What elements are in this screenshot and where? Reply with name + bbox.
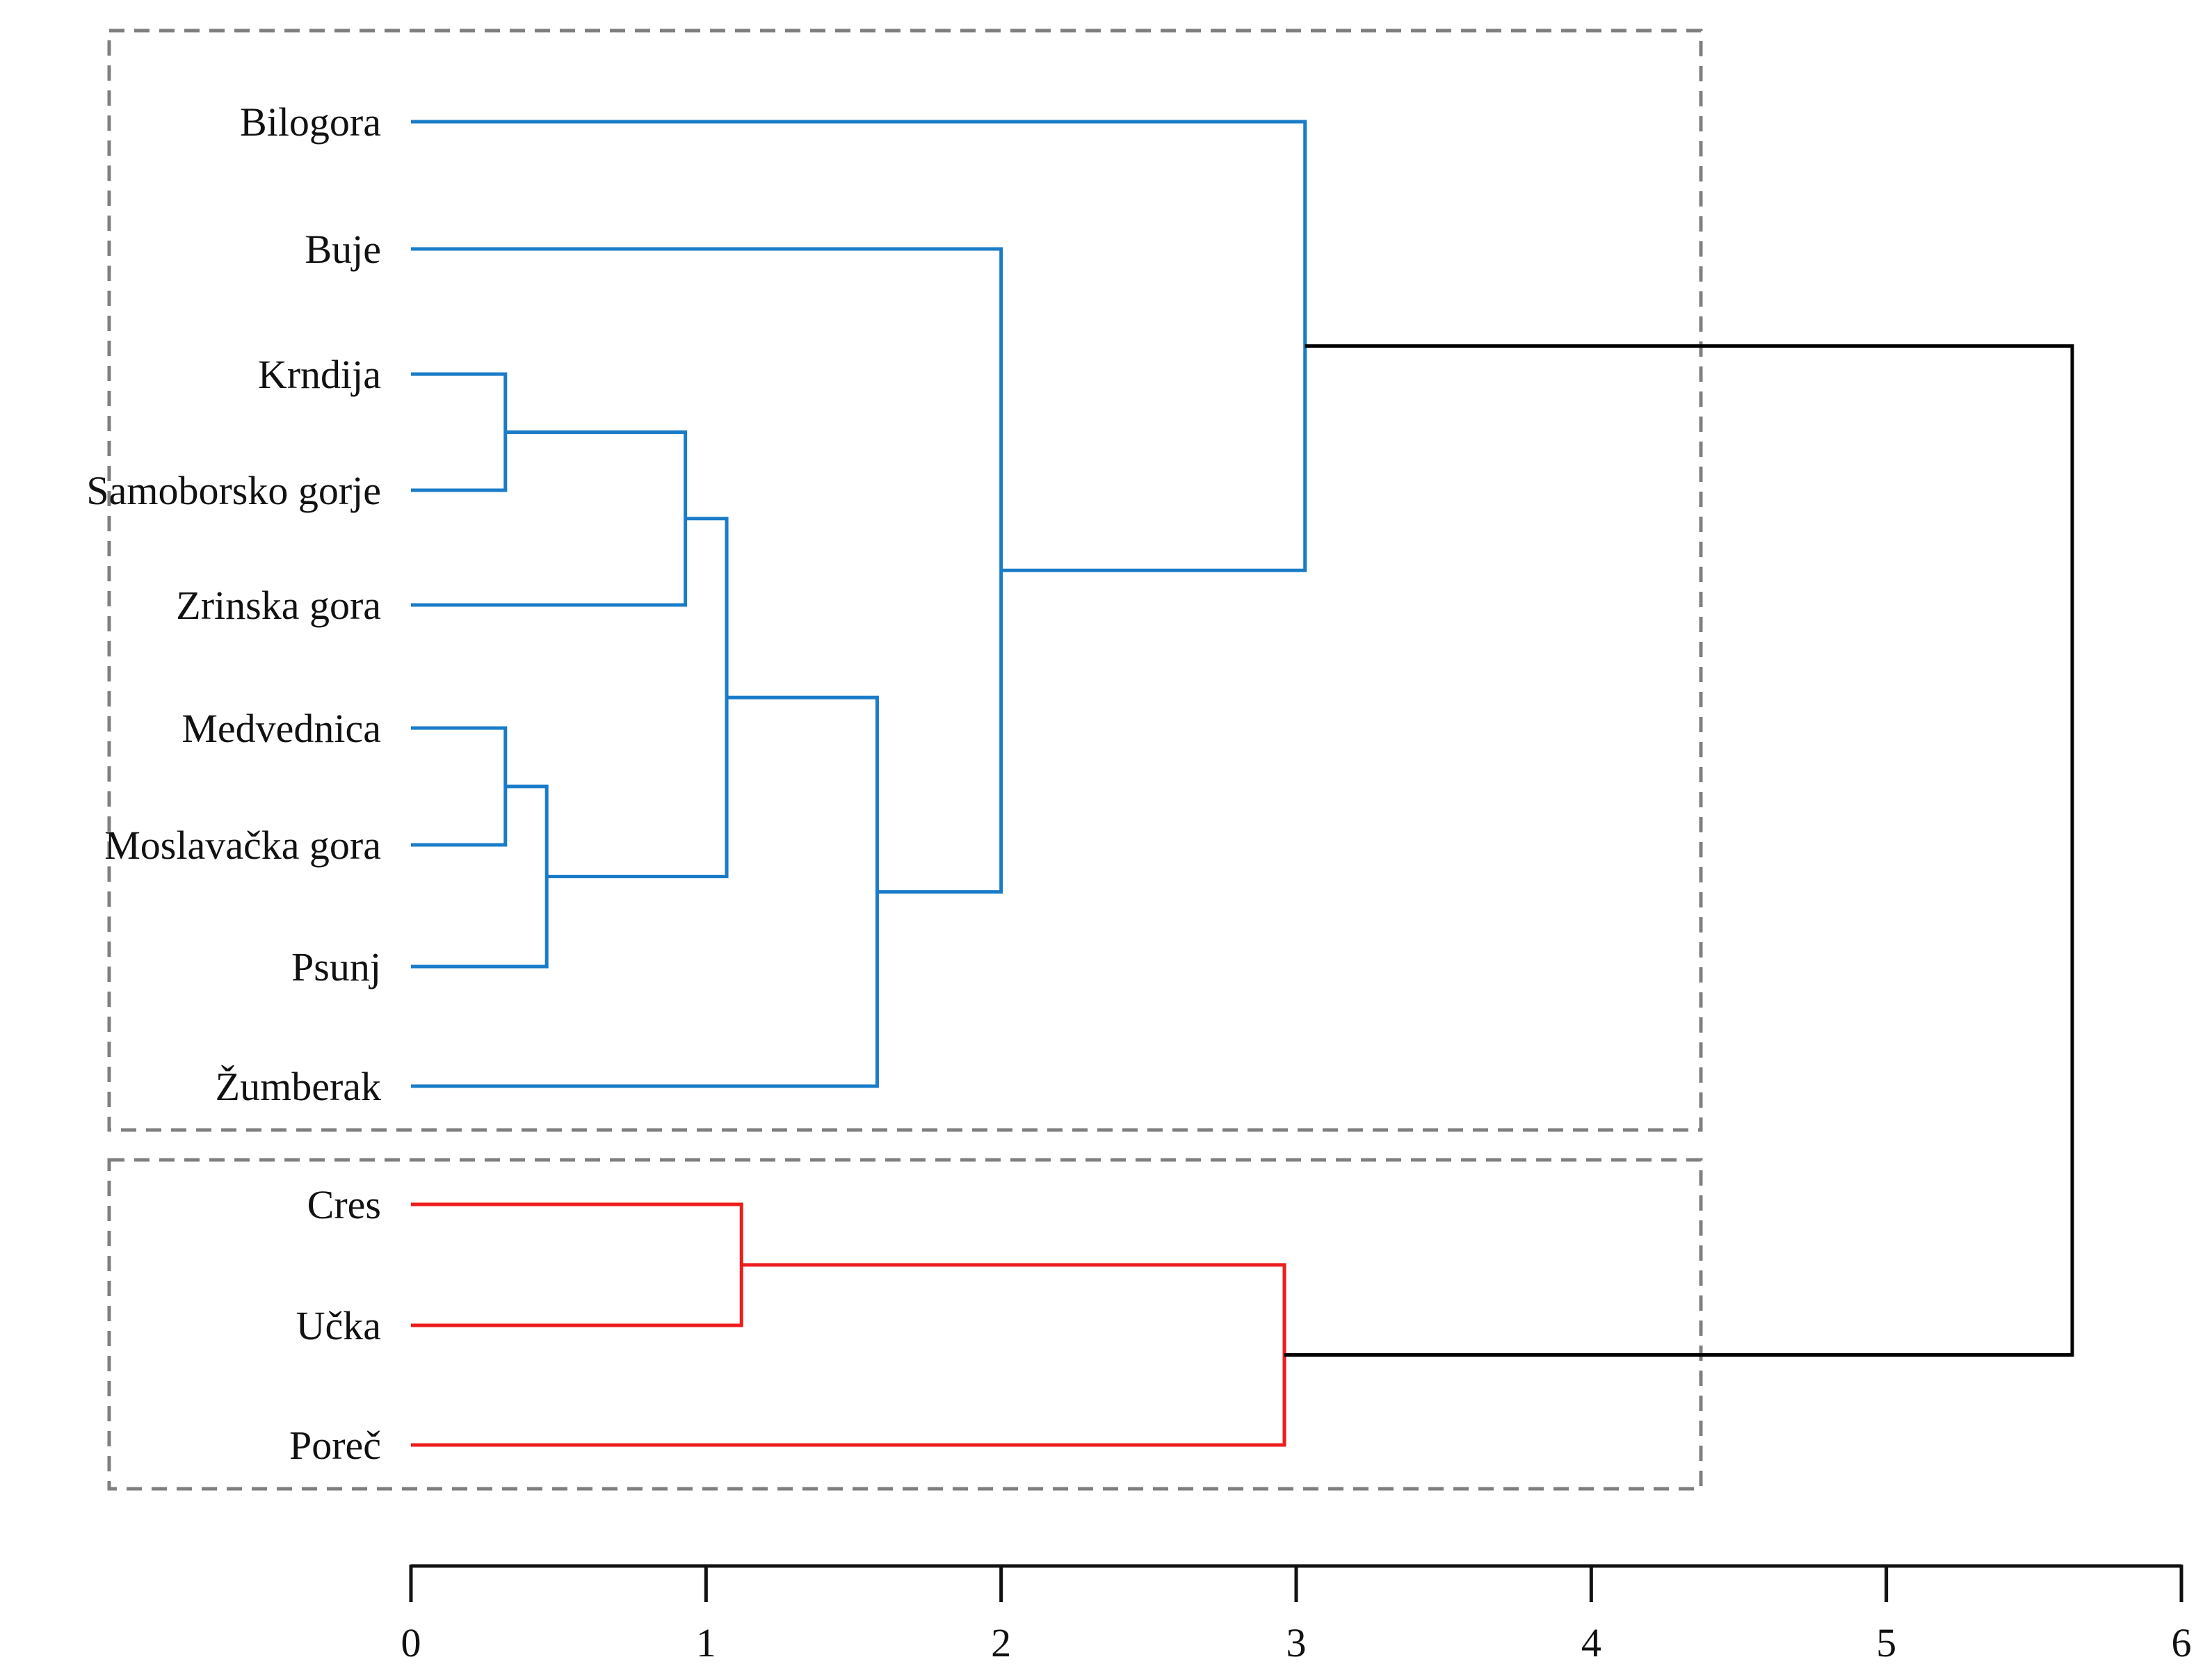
x-tick-label-4: 4 xyxy=(1581,1620,1601,1665)
link-m3 xyxy=(411,784,549,969)
leaf-label-zrinska-gora: Zrinska gora xyxy=(176,583,381,628)
leaf-label-cres: Cres xyxy=(307,1182,381,1227)
leaf-label-zumberak: Žumberak xyxy=(216,1064,381,1109)
link-m1 xyxy=(411,372,508,492)
link-m10 xyxy=(411,1263,1286,1447)
leaf-label-porec: Poreč xyxy=(289,1423,381,1468)
leaf-label-moslavacka-gora: Moslavačka gora xyxy=(104,823,381,868)
link-m5 xyxy=(547,517,729,878)
link-m2 xyxy=(411,726,508,847)
x-tick-label-3: 3 xyxy=(1286,1620,1307,1665)
leaf-label-buje: Buje xyxy=(305,227,381,272)
x-tick-label-5: 5 xyxy=(1876,1620,1896,1665)
link-m8 xyxy=(411,120,1307,572)
x-tick-label-6: 6 xyxy=(2172,1620,2192,1665)
x-tick-label-2: 2 xyxy=(991,1620,1011,1665)
link-m6 xyxy=(411,695,879,1088)
x-tick-label-0: 0 xyxy=(401,1620,421,1665)
cluster-box-a xyxy=(107,29,1703,1132)
leaf-label-samoborsko-gorje: Samoborsko gorje xyxy=(86,468,381,513)
cluster-group-boxes xyxy=(107,29,1703,1491)
leaf-label-bilogora: Bilogora xyxy=(240,99,381,145)
leaf-label-ucka: Učka xyxy=(296,1303,381,1348)
link-m4 xyxy=(411,430,688,607)
leaf-label-psunj: Psunj xyxy=(291,944,381,990)
link-m9 xyxy=(411,1202,743,1327)
cluster-box-b xyxy=(107,1158,1703,1491)
x-axis: 0 1 2 3 4 5 6 xyxy=(401,1564,2192,1665)
link-m7 xyxy=(411,247,1003,894)
dendrogram-links xyxy=(411,120,2074,1447)
leaf-label-krndija: Krndija xyxy=(258,352,381,397)
leaf-labels: Bilogora Buje Krndija Samoborsko gorje Zrins… xyxy=(86,99,381,1468)
link-m11 xyxy=(1284,344,2074,1357)
x-tick-label-1: 1 xyxy=(696,1620,716,1665)
leaf-label-medvednica: Medvednica xyxy=(181,706,381,751)
